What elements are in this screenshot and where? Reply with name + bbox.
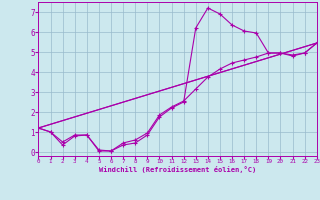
- X-axis label: Windchill (Refroidissement éolien,°C): Windchill (Refroidissement éolien,°C): [99, 166, 256, 173]
